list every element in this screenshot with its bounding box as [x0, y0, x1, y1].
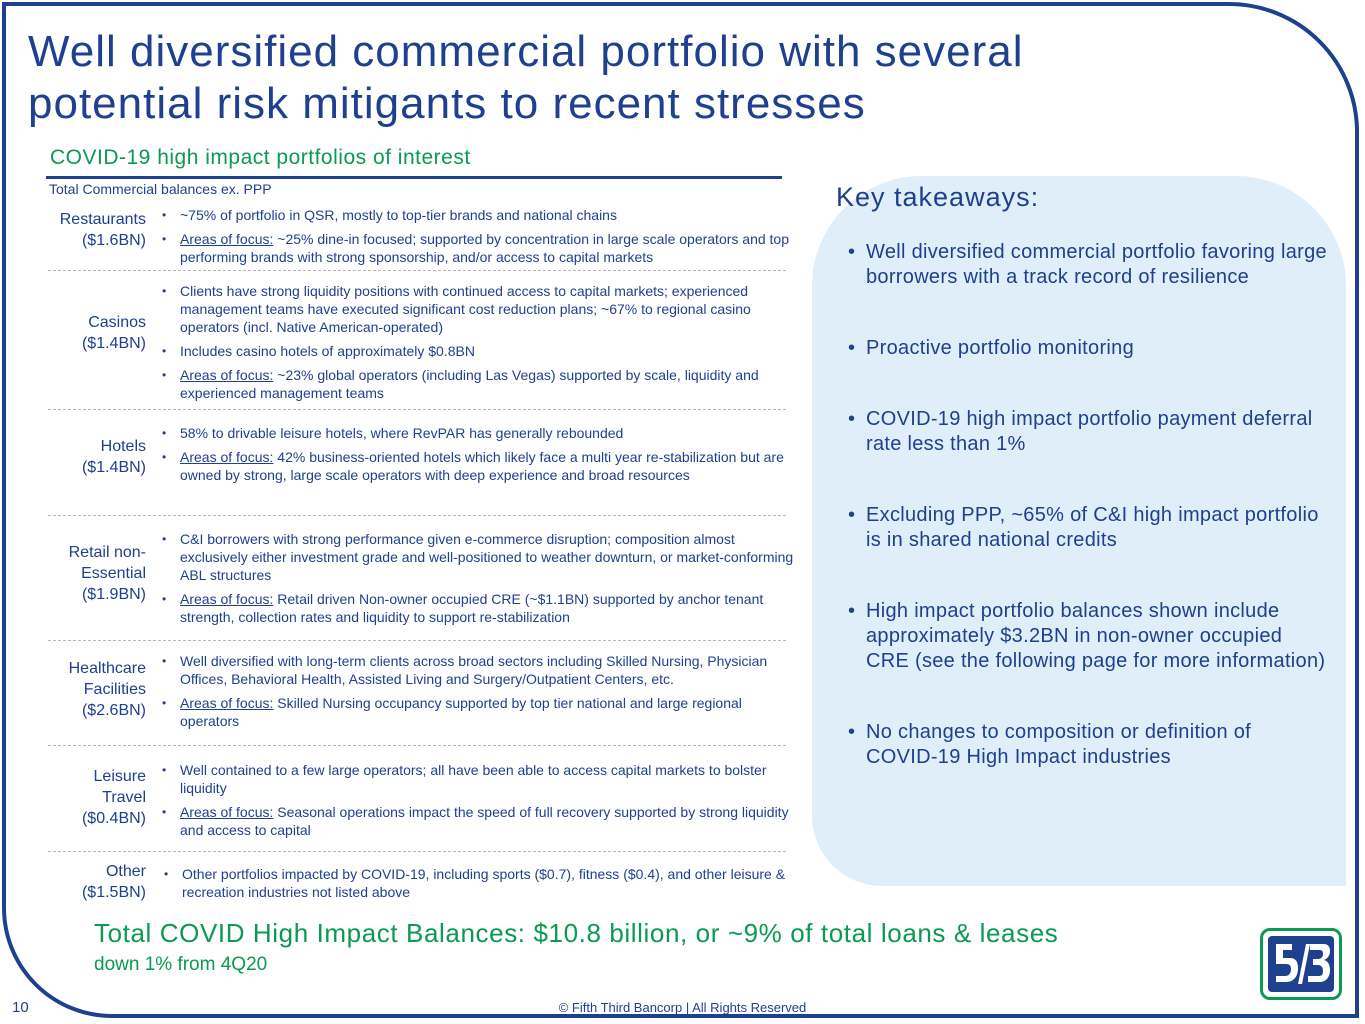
row-divider: [48, 745, 786, 746]
bullet-item: Well contained to a few large operators;…: [162, 761, 802, 797]
table-subtitle: Total Commercial balances ex. PPP: [49, 181, 272, 197]
bullet-item: Well diversified with long-term clients …: [162, 652, 802, 688]
takeaway-item: Well diversified commercial portfolio fa…: [848, 240, 1328, 290]
row-label: Casinos ($1.4BN): [81, 314, 146, 352]
logo-5-3-icon: [1276, 944, 1330, 984]
row-divider: [48, 851, 786, 852]
key-takeaways-list: Well diversified commercial portfolio fa…: [848, 240, 1328, 816]
areas-of-focus-label: Areas of focus:: [180, 695, 274, 711]
row-label: Restaurants ($1.6BN): [59, 211, 146, 249]
row-label: Hotels ($1.4BN): [81, 438, 146, 476]
row-bullets: Well diversified with long-term clients …: [162, 652, 802, 736]
bullet-item: Other portfolios impacted by COVID-19, i…: [164, 865, 804, 901]
row-bullets: C&I borrowers with strong performance gi…: [162, 530, 802, 632]
row-label: Retail non- Essential ($1.9BN): [68, 544, 146, 603]
row-divider: [48, 270, 786, 271]
bullet-item: Areas of focus: 42% business-oriented ho…: [162, 448, 802, 484]
row-bullets: Other portfolios impacted by COVID-19, i…: [164, 865, 804, 907]
row-divider: [48, 515, 786, 516]
total-balances-change: down 1% from 4Q20: [94, 954, 268, 975]
takeaway-item: COVID-19 high impact portfolio payment d…: [848, 407, 1328, 457]
row-label: Healthcare Facilities ($2.6BN): [68, 660, 146, 719]
bullet-item: Areas of focus: ~23% global operators (i…: [162, 366, 802, 402]
row-bullets: 58% to drivable leisure hotels, where Re…: [162, 424, 802, 490]
bullet-item: Areas of focus: Retail driven Non-owner …: [162, 590, 802, 626]
row-bullets: ~75% of portfolio in QSR, mostly to top-…: [162, 206, 802, 272]
row-label: Other ($1.5BN): [81, 863, 146, 901]
page-number: 10: [12, 999, 29, 1016]
bullet-item: ~75% of portfolio in QSR, mostly to top-…: [162, 206, 802, 224]
section-heading: COVID-19 high impact portfolios of inter…: [50, 146, 471, 169]
slide-title: Well diversified commercial portfolio wi…: [28, 27, 1024, 128]
takeaway-item: High impact portfolio balances shown inc…: [848, 599, 1328, 674]
takeaway-item: Excluding PPP, ~65% of C&I high impact p…: [848, 503, 1328, 553]
row-divider: [48, 640, 786, 641]
row-label: Leisure Travel ($0.4BN): [81, 768, 146, 827]
takeaway-item: Proactive portfolio monitoring: [848, 336, 1328, 361]
areas-of-focus-label: Areas of focus:: [180, 449, 274, 465]
total-balances-line: Total COVID High Impact Balances: $10.8 …: [94, 918, 1059, 948]
bullet-item: 58% to drivable leisure hotels, where Re…: [162, 424, 802, 442]
takeaway-item: No changes to composition or definition …: [848, 720, 1328, 770]
key-takeaways-panel: Key takeaways: Well diversified commerci…: [812, 176, 1346, 886]
bullet-item: Clients have strong liquidity positions …: [162, 282, 802, 336]
areas-of-focus-label: Areas of focus:: [180, 367, 274, 383]
bullet-item: Areas of focus: ~25% dine-in focused; su…: [162, 230, 802, 266]
areas-of-focus-label: Areas of focus:: [180, 231, 274, 247]
areas-of-focus-label: Areas of focus:: [180, 804, 274, 820]
row-bullets: Well contained to a few large operators;…: [162, 761, 802, 845]
fifth-third-logo: [1260, 928, 1342, 1000]
key-takeaways-title: Key takeaways:: [836, 182, 1040, 212]
copyright-notice: © Fifth Third Bancorp | All Rights Reser…: [558, 1000, 807, 1015]
logo-mark: [1268, 936, 1334, 992]
row-bullets: Clients have strong liquidity positions …: [162, 282, 802, 408]
row-divider: [48, 409, 786, 410]
bullet-item: Includes casino hotels of approximately …: [162, 342, 802, 360]
bullet-item: Areas of focus: Skilled Nursing occupanc…: [162, 694, 802, 730]
heading-rule: [46, 176, 782, 179]
bullet-item: C&I borrowers with strong performance gi…: [162, 530, 802, 584]
areas-of-focus-label: Areas of focus:: [180, 591, 274, 607]
bullet-item: Areas of focus: Seasonal operations impa…: [162, 803, 802, 839]
